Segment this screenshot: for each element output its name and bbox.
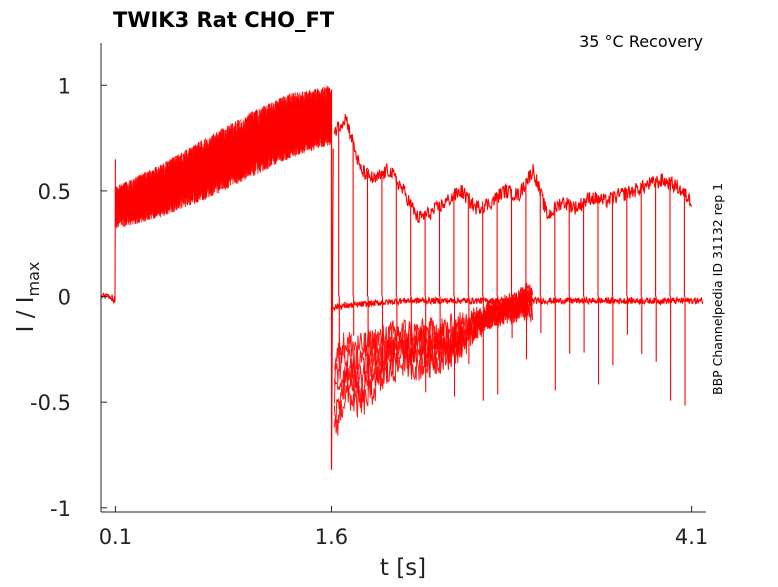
test-pulse-spike: [453, 191, 456, 397]
chart-title: TWIK3 Rat CHO_FT: [113, 8, 335, 32]
test-pulse-spike: [410, 200, 412, 375]
y-tick-label: -1: [50, 497, 71, 521]
test-pulse-spike: [583, 198, 585, 353]
test-pulse-spike: [395, 176, 398, 356]
test-pulse-spike: [683, 189, 686, 406]
test-pulse-spike: [626, 188, 628, 335]
test-pulse-spike: [640, 183, 643, 354]
condition-annotation: 35 °C Recovery: [579, 32, 703, 51]
test-pulse-spike: [424, 211, 427, 393]
test-pulse-spike: [510, 188, 513, 339]
test-pulse-spike: [597, 195, 600, 385]
test-pulse-spike: [352, 139, 355, 336]
test-pulse-spike: [611, 194, 614, 366]
y-tick-label: 0: [58, 286, 71, 310]
y-tick-label: 1: [58, 74, 71, 98]
y-axis-label: I / Imax: [13, 262, 43, 333]
y-axis-label-main: I / I: [13, 296, 39, 332]
x-tick-label: 1.6: [315, 525, 348, 549]
baseline-trace: [101, 159, 116, 304]
test-pulse-spike: [539, 188, 542, 333]
test-pulse-spike: [467, 195, 470, 364]
prepulse-band-trace: [114, 86, 332, 228]
trace-layer: [101, 86, 704, 470]
test-pulse-spike: [438, 202, 441, 348]
test-pulse-spike: [525, 178, 528, 360]
svg-text:I / Imax: I / Imax: [13, 262, 43, 333]
upper-recovery-trace: [333, 113, 693, 223]
lower-recovery-trace: [333, 282, 534, 436]
y-tick-label: 0.5: [38, 180, 71, 204]
test-pulse-spike: [554, 204, 556, 391]
test-pulse-spike: [381, 170, 384, 370]
test-pulse-spike: [655, 178, 657, 362]
x-axis-label: t [s]: [380, 555, 426, 581]
test-pulse-spike: [568, 200, 571, 354]
x-tick-label: 4.1: [675, 525, 708, 549]
test-pulse-spike: [496, 193, 499, 395]
test-pulse-spike: [482, 201, 484, 401]
y-tick-label: -0.5: [30, 391, 71, 415]
x-tick-label: 0.1: [99, 525, 132, 549]
y-axis-label-sub: max: [24, 262, 43, 297]
test-pulse-spike: [338, 122, 340, 351]
test-pulse-spike: [669, 179, 672, 401]
side-label: BBP Channelpedia ID 31132 rep 1: [710, 183, 725, 395]
prepulse-offset-trace: [330, 89, 334, 470]
zero-baseline-trace: [332, 295, 704, 312]
axes: 1 0.5 0 -0.5 -1 0.1 1.6 4.1: [30, 43, 708, 549]
test-pulse-spike: [366, 170, 369, 391]
